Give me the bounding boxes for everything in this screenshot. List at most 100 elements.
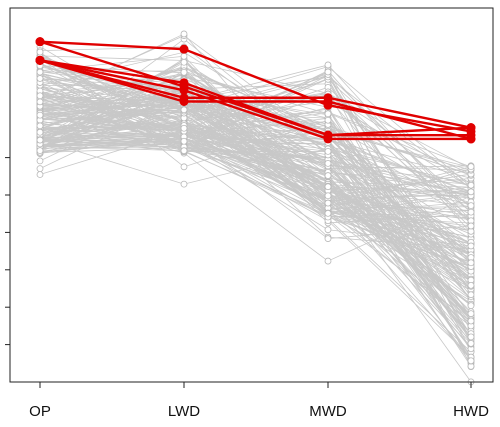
background-point [36,111,44,119]
background-series-line [39,110,472,197]
background-series-line [39,125,472,266]
x-tick-label: OP [29,403,51,420]
background-series-line [39,99,472,211]
background-point [36,75,44,82]
background-point [467,222,475,230]
background-point [324,116,332,124]
background-series-line [39,95,472,267]
x-axis-ticks: OP LWD MWD HWD [29,382,489,420]
background-series-line [39,56,472,290]
background-series-line [39,78,472,247]
x-tick-label: LWD [168,403,200,420]
background-series-line [39,76,472,293]
highlight-series-line [39,59,471,141]
background-series-line [39,52,472,358]
background-point [324,257,332,265]
background-point [467,302,475,310]
background-series-line [39,135,472,171]
background-series-group [36,30,475,386]
highlight-point [466,123,476,133]
highlight-series-line [39,59,472,141]
background-point [36,136,44,144]
highlight-point [35,37,45,47]
background-point [467,281,475,289]
background-point [180,106,188,114]
background-point [180,68,188,76]
background-point [180,180,188,188]
background-series-line [39,139,472,257]
highlight-point [179,82,189,92]
background-series-line [39,136,472,214]
background-point [324,183,332,191]
highlight-point [323,130,333,140]
background-point [36,48,44,56]
background-point [467,202,475,210]
background-point [324,235,332,242]
background-series-line [39,73,472,353]
highlight-series-line [39,40,472,133]
background-series-line [39,126,472,211]
y-axis-ticks [5,157,10,346]
background-point [36,171,44,178]
highlight-point [179,97,189,106]
highlight-series-line [39,59,472,137]
background-point [36,122,44,130]
background-series-line [39,139,472,186]
background-point [467,163,475,170]
background-point [36,92,44,100]
background-point [180,52,188,60]
background-point [467,181,475,189]
background-point [324,199,332,207]
background-point [467,310,475,318]
background-point [324,110,332,118]
background-point [324,192,332,200]
background-point [467,339,475,347]
background-point [467,242,475,250]
background-series-line [39,73,472,344]
highlight-point [179,44,189,54]
background-series-line [39,127,472,175]
background-point [36,147,44,155]
background-series-line [39,112,472,193]
background-point [180,147,188,155]
background-point [36,98,44,106]
background-point [467,208,475,216]
background-point [467,188,475,196]
background-point [180,30,188,38]
x-tick-label: MWD [309,403,347,420]
background-point [324,61,332,69]
background-series-line [39,106,472,263]
background-point [180,124,188,132]
background-series-line [39,33,472,204]
highlight-point [35,55,45,65]
highlight-point [466,130,476,140]
background-point [324,172,332,179]
background-series-line [39,87,472,284]
background-series-line [39,73,472,345]
background-point [467,259,475,267]
highlight-series-line [39,40,471,137]
background-point [36,157,44,165]
background-point [467,291,475,299]
background-point [324,68,332,76]
background-point [180,58,188,66]
highlight-series-line [39,59,472,129]
background-series-line [39,143,472,243]
highlight-point [323,97,333,106]
background-point [467,357,475,365]
background-point [324,147,332,155]
background-point [324,226,332,234]
background-series-line [39,102,472,206]
background-point [467,317,475,325]
background-series-line [39,64,472,222]
background-point [324,209,332,217]
background-point [180,163,188,171]
highlight-series-group [35,37,476,144]
background-series-line [39,65,472,349]
x-tick-label: HWD [453,403,489,420]
background-series-line [39,51,472,329]
background-series-line [39,56,472,209]
background-series-line [39,91,472,340]
